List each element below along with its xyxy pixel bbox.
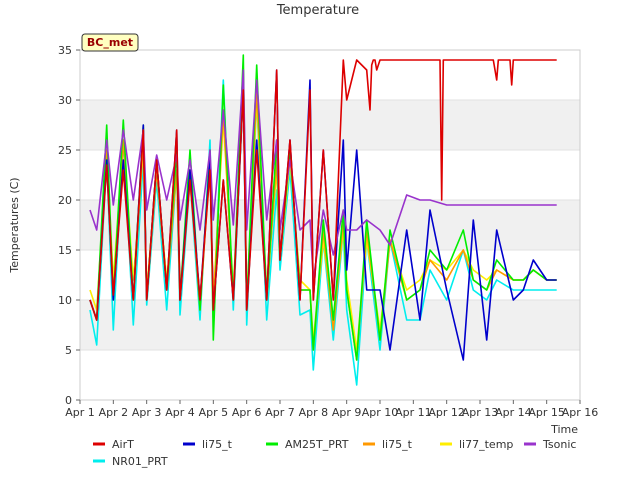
y-tick-label: 30 <box>58 94 72 107</box>
series-line-airt-0 <box>89 59 557 321</box>
x-tick-label: Apr 15 <box>528 406 565 419</box>
legend-label: li75_t <box>202 438 233 451</box>
y-tick-label: 0 <box>65 394 72 407</box>
x-tick-label: Apr 1 <box>65 406 95 419</box>
x-tick-label: Apr 3 <box>132 406 162 419</box>
legend: AirT li75_t AM25T_PRT li75_t li77_temp NR01_P… <box>93 438 576 468</box>
y-tick-label: 10 <box>58 294 72 307</box>
x-tick-label: Apr 6 <box>232 406 262 419</box>
chart-title: Temperature <box>276 3 359 18</box>
station-badge-label: BC_met <box>87 36 133 49</box>
legend-label: li77_temp <box>459 438 513 451</box>
x-tick-label: Apr 5 <box>199 406 229 419</box>
grid-bands <box>80 49 580 401</box>
series-lines <box>89 54 557 386</box>
x-axis-label: Time <box>550 423 578 436</box>
x-tick-label: Apr 9 <box>332 406 362 419</box>
grid-band <box>80 100 580 150</box>
x-tick-label: Apr 8 <box>299 406 329 419</box>
x-tick-label: Apr 10 <box>362 406 399 419</box>
x-tick-label: Apr 13 <box>462 406 499 419</box>
legend-label: Tsonic <box>542 438 576 451</box>
x-tick-label: Apr 16 <box>562 406 599 419</box>
y-tick-label: 35 <box>58 44 72 57</box>
plot-frame <box>79 49 581 401</box>
x-tick-label: Apr 4 <box>165 406 195 419</box>
x-axis: Apr 1 Apr 2 Apr 3 Apr 4 Apr 5 Apr 6 Apr 7 Apr 8… <box>65 400 598 419</box>
y-tick-label: 25 <box>58 144 72 157</box>
station-badge-box <box>81 33 139 52</box>
y-axis-label: Temperatures (C) <box>8 177 21 273</box>
x-tick-label: Apr 14 <box>495 406 532 419</box>
x-tick-label: Apr 7 <box>265 406 295 419</box>
x-tick-label: Apr 2 <box>99 406 129 419</box>
x-tick-label: Apr 12 <box>428 406 465 419</box>
station-badge: BC_met <box>81 33 139 52</box>
y-tick-label: 5 <box>65 344 72 357</box>
y-tick-label: 15 <box>58 244 72 257</box>
legend-label: AirT <box>112 438 134 451</box>
x-tick-label: Apr 11 <box>395 406 432 419</box>
y-axis: 0 5 10 15 20 25 30 35 <box>58 44 80 407</box>
series-line-tsonic-6 <box>89 69 557 281</box>
y-tick-label: 20 <box>58 194 72 207</box>
legend-label: NR01_PRT <box>112 455 168 468</box>
legend-label: AM25T_PRT <box>285 438 349 451</box>
legend-label: li75_t <box>382 438 413 451</box>
